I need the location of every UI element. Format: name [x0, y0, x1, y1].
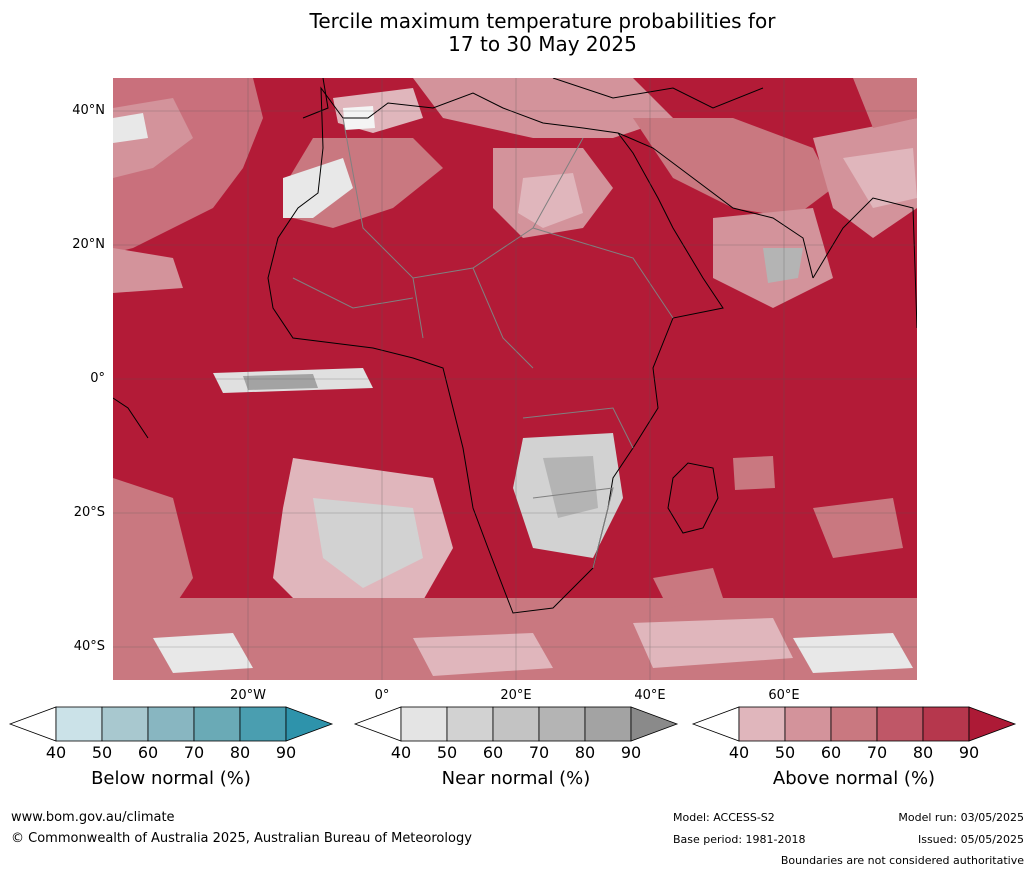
colorbar-below-svg [8, 706, 334, 742]
colorbar-tick-label: 50 [436, 743, 458, 762]
lon-label-0: 0° [374, 688, 390, 703]
footer-copyright: © Commonwealth of Australia 2025, Austra… [11, 831, 472, 846]
title-line-1: Tercile maximum temperature probabilitie… [309, 9, 776, 33]
colorbar-segment [584, 706, 632, 742]
colorbar-tick-label: 80 [574, 743, 596, 762]
colorbar-segment [55, 706, 103, 742]
colorbar-near-normal [353, 706, 679, 742]
lat-label-0: 0° [90, 371, 105, 386]
colorbar-arrow-low [353, 706, 402, 742]
footer-disclaimer: Boundaries are not considered authoritat… [780, 854, 1024, 867]
colorbar-arrow-low [8, 706, 57, 742]
colorbar-segment [876, 706, 924, 742]
colorbar-tick-label: 40 [728, 743, 750, 762]
title-line-2: 17 to 30 May 2025 [448, 32, 637, 56]
lon-label-20w: 20°W [230, 688, 266, 703]
colorbar-segment [193, 706, 241, 742]
colorbar-segment [101, 706, 149, 742]
lon-label-20e: 20°E [500, 688, 532, 703]
colorbar-segment [830, 706, 878, 742]
colorbar-arrow-high [285, 706, 334, 742]
footer-model: Model: ACCESS-S2 [673, 811, 775, 824]
footer-base-period: Base period: 1981-2018 [673, 833, 806, 846]
footer-issued: Issued: 05/05/2025 [917, 833, 1024, 846]
colorbar-segment [738, 706, 786, 742]
colorbar-above-normal [691, 706, 1017, 742]
colorbar-below-normal [8, 706, 334, 742]
colorbar-arrow-high [968, 706, 1017, 742]
colorbar-segment [492, 706, 540, 742]
colorbar-tick-label: 80 [912, 743, 934, 762]
lat-label-40s: 40°S [73, 639, 105, 654]
colorbar-label-below: Below normal (%) [91, 768, 251, 789]
footer-website: www.bom.gov.au/climate [11, 810, 175, 825]
colorbar-tick-label: 40 [45, 743, 67, 762]
colorbar-tick-label: 50 [774, 743, 796, 762]
map-svg [113, 78, 917, 680]
lat-label-20s: 20°S [73, 505, 105, 520]
colorbar-tick-label: 50 [91, 743, 113, 762]
colorbar-near-svg [353, 706, 679, 742]
lon-label-40e: 40°E [634, 688, 666, 703]
probability-map [113, 78, 917, 680]
coastlines [113, 78, 917, 614]
colorbar-above-svg [691, 706, 1017, 742]
colorbar-arrow-low [691, 706, 740, 742]
colorbar-segment [784, 706, 832, 742]
colorbar-label-near: Near normal (%) [441, 768, 591, 789]
colorbar-segment [922, 706, 970, 742]
colorbar-segment [538, 706, 586, 742]
colorbar-tick-label: 90 [275, 743, 297, 762]
colorbar-segment [446, 706, 494, 742]
colorbar-segment [400, 706, 448, 742]
graticule [113, 78, 917, 680]
lat-label-20n: 20°N [72, 237, 105, 252]
country-borders [292, 117, 674, 569]
colorbar-tick-label: 60 [137, 743, 159, 762]
colorbar-tick-label: 60 [482, 743, 504, 762]
colorbar-tick-label: 90 [958, 743, 980, 762]
colorbar-tick-label: 70 [528, 743, 550, 762]
colorbar-segment [239, 706, 287, 742]
colorbar-tick-label: 70 [183, 743, 205, 762]
chart-title: Tercile maximum temperature probabilitie… [0, 10, 1035, 56]
colorbar-tick-label: 90 [620, 743, 642, 762]
colorbar-tick-label: 60 [820, 743, 842, 762]
colorbar-segment [147, 706, 195, 742]
colorbar-tick-label: 70 [866, 743, 888, 762]
lat-label-40n: 40°N [72, 103, 105, 118]
footer-model-run: Model run: 03/05/2025 [898, 811, 1024, 824]
colorbar-arrow-high [630, 706, 679, 742]
colorbar-tick-label: 80 [229, 743, 251, 762]
lon-label-60e: 60°E [768, 688, 800, 703]
colorbar-tick-label: 40 [390, 743, 412, 762]
colorbar-label-above: Above normal (%) [772, 768, 936, 789]
probability-patches [113, 78, 917, 680]
